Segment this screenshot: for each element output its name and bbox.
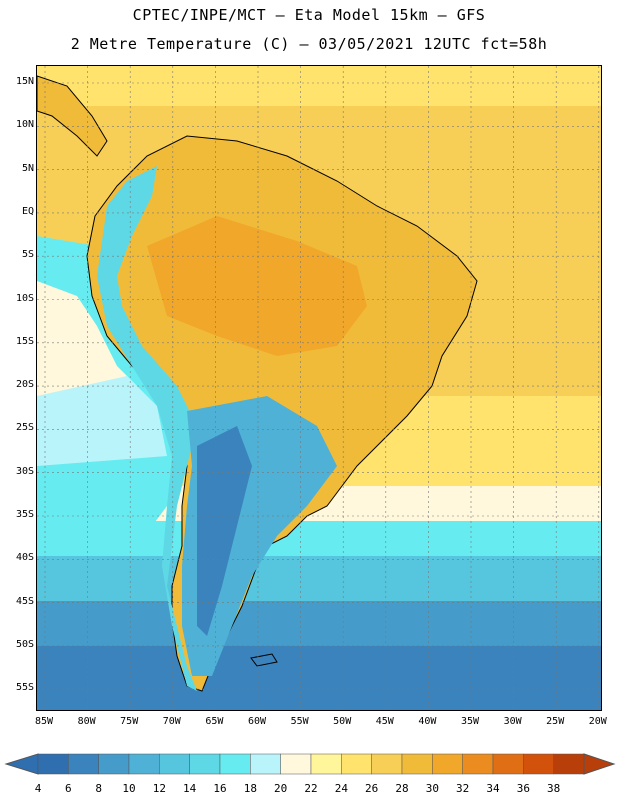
colorbar	[4, 753, 616, 775]
lon-tick-label: 70W	[162, 716, 181, 727]
colorbar-swatch	[68, 753, 99, 775]
colorbar-tick-label: 12	[152, 782, 166, 795]
colorbar-tick-label: 34	[486, 782, 500, 795]
colorbar-swatch	[37, 753, 69, 775]
lat-tick-label: 40S	[15, 552, 34, 564]
colorbar-tick-label: 26	[365, 782, 379, 795]
lon-tick-label: 45W	[375, 716, 394, 727]
pacific-mild-water	[37, 281, 137, 396]
colorbar-swatch	[250, 753, 281, 775]
lon-tick-label: 20W	[588, 716, 607, 727]
lat-tick-label: 50S	[15, 638, 34, 650]
colorbar-swatch	[128, 753, 160, 775]
lon-tick-label: 80W	[77, 716, 96, 727]
lat-tick-label: 30S	[15, 465, 34, 477]
lon-tick-label: 60W	[247, 716, 267, 727]
lon-tick-label: 25W	[546, 716, 565, 727]
pacific-cold-upwelling	[37, 376, 167, 466]
colorbar-swatch	[280, 753, 312, 775]
lat-tick-label: 45S	[15, 595, 34, 607]
lat-tick-label: 5N	[21, 162, 34, 174]
band-cooler	[37, 556, 601, 606]
falkland-islands	[250, 653, 278, 667]
colorbar-tick-label: 18	[243, 782, 257, 795]
lon-tick-label: 65W	[205, 716, 224, 727]
map-title: CPTEC/INPE/MCT – Eta Model 15km – GFS	[132, 6, 486, 24]
colorbar-swatch	[219, 753, 251, 775]
colorbar-tick-label: 20	[274, 782, 288, 795]
lon-tick-label: 85W	[34, 716, 54, 727]
patagonia-cold	[197, 426, 252, 636]
colorbar-swatch	[401, 753, 433, 775]
colorbar-tick-label: 6	[65, 782, 72, 795]
colorbar-tick-label: 22	[304, 782, 318, 795]
colorbar-tick-label: 8	[95, 782, 102, 795]
lon-tick-label: 35W	[460, 716, 480, 727]
map-canvas	[37, 66, 601, 710]
central-america-land	[37, 75, 108, 157]
band-north-atlantic	[37, 66, 601, 106]
map-subtitle: 2 Metre Temperature (C) – 03/05/2021 12U…	[70, 35, 548, 53]
colorbar-tick-label: 24	[334, 782, 348, 795]
temperature-map[interactable]	[36, 65, 602, 711]
lat-tick-label: 25S	[15, 422, 34, 434]
lat-tick-label: 15N	[15, 76, 34, 87]
colorbar-tick-label: 30	[425, 782, 439, 795]
colorbar-swatch	[310, 753, 342, 775]
lat-tick-label: 10N	[15, 119, 34, 131]
colorbar-tick-label: 10	[122, 782, 136, 795]
colorbar-swatch	[159, 753, 190, 775]
band-coldest	[37, 646, 601, 710]
lon-tick-label: 40W	[418, 716, 437, 727]
andes-cold-strip	[97, 166, 197, 691]
colorbar-tick-label: 38	[547, 782, 561, 795]
colorbar-swatch	[432, 753, 463, 775]
colorbar-swatch	[523, 753, 554, 775]
lat-tick-label: 35S	[15, 509, 34, 520]
colorbar-swatch	[462, 753, 494, 775]
lat-tick-label: 10S	[15, 292, 34, 304]
lat-tick-label: 20S	[15, 379, 34, 391]
colorbar-swatch	[341, 753, 372, 775]
graticule	[37, 66, 601, 710]
colorbar-swatch	[492, 753, 524, 775]
band-cold	[37, 601, 601, 651]
colorbar-max-arrow	[583, 753, 616, 775]
colorbar-tick-label: 16	[213, 782, 227, 795]
colorbar-min-arrow	[4, 753, 39, 775]
lat-tick-label: EQ	[21, 205, 34, 217]
lon-tick-label: 55W	[290, 716, 309, 727]
colorbar-swatch	[371, 753, 403, 775]
amazon-hot-region	[147, 216, 367, 356]
colorbar-tick-label: 36	[516, 782, 530, 795]
lat-tick-label: 55S	[15, 682, 34, 694]
colorbar-swatch	[98, 753, 130, 775]
lat-tick-label: 5S	[21, 249, 34, 261]
lon-tick-label: 75W	[120, 716, 139, 727]
colorbar-swatch	[189, 753, 221, 775]
colorbar-tick-label: 28	[395, 782, 409, 795]
lat-tick-label: 15S	[15, 335, 34, 347]
lon-tick-label: 30W	[503, 716, 522, 727]
lon-tick-label: 50W	[333, 716, 352, 727]
colorbar-tick-label: 32	[456, 782, 470, 795]
colorbar-tick-label: 4	[34, 782, 42, 795]
colorbar-swatch	[553, 753, 585, 775]
colorbar-tick-label: 14	[183, 782, 197, 795]
